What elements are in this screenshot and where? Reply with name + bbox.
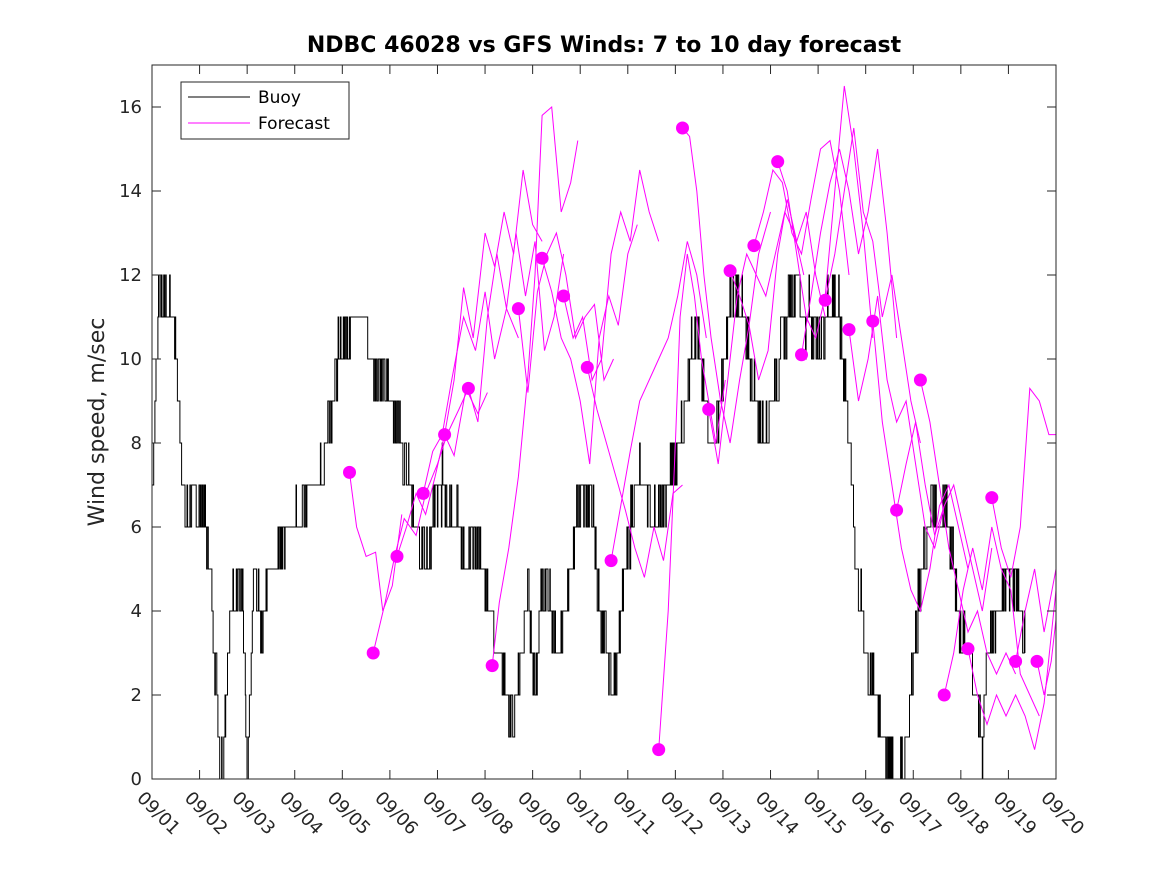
plot-area — [152, 65, 1056, 779]
forecast-series-line-14 — [682, 127, 771, 444]
forecast-marker-11 — [580, 360, 594, 374]
forecast-marker-25 — [937, 688, 951, 702]
forecast-series-line-19 — [801, 148, 898, 355]
y-axis: 0 2 4 6 8 10 12 14 16 — [119, 97, 1056, 790]
forecast-marker-12 — [604, 554, 618, 568]
forecast-series-line-2 — [372, 388, 469, 654]
forecast-markers — [343, 121, 1044, 757]
forecast-marker-20 — [818, 293, 832, 307]
forecast-series-line-15 — [708, 210, 805, 465]
forecast-marker-3 — [390, 549, 404, 563]
y-tick-label: 14 — [119, 181, 142, 202]
legend: Buoy Forecast — [180, 81, 350, 140]
forecast-series-line-8 — [517, 231, 614, 393]
forecast-marker-7 — [485, 659, 499, 673]
forecast-marker-16 — [723, 264, 737, 278]
forecast-marker-18 — [771, 155, 785, 169]
forecast-series-line-12 — [610, 241, 707, 561]
forecast-marker-2 — [366, 646, 380, 660]
forecast-marker-14 — [676, 121, 689, 135]
legend-forecast-label: Forecast — [258, 114, 330, 134]
forecast-series-line-23 — [896, 421, 993, 612]
y-axis-label: Wind speed, m/sec — [85, 318, 110, 527]
forecast-series-line-29 — [1036, 619, 1057, 696]
forecast-marker-29 — [1030, 654, 1044, 668]
forecast-series-line-27 — [991, 387, 1056, 578]
y-tick-label: 16 — [119, 97, 142, 118]
y-tick-label: 4 — [131, 601, 142, 622]
forecast-marker-27 — [985, 491, 999, 505]
plot-frame — [151, 64, 1057, 780]
y-tick-label: 2 — [131, 685, 142, 706]
forecast-marker-26 — [961, 642, 975, 656]
forecast-marker-28 — [1009, 654, 1023, 668]
forecast-marker-22 — [866, 314, 880, 328]
forecast-marker-9 — [535, 251, 549, 265]
series-layer — [152, 85, 1057, 780]
forecast-series-line-13 — [658, 253, 726, 750]
forecast-marker-15 — [702, 402, 716, 416]
forecast-series-line-6 — [467, 232, 565, 423]
forecast-series-line-16 — [729, 199, 826, 381]
buoy-series-line — [152, 274, 1026, 780]
forecast-marker-6 — [461, 381, 475, 395]
forecast-marker-5 — [438, 428, 452, 442]
forecast-series-line-7 — [491, 105, 579, 666]
forecast-series-line-17 — [753, 139, 850, 276]
forecast-marker-13 — [652, 743, 666, 757]
y-tick-label: 0 — [131, 769, 142, 790]
forecast-marker-24 — [913, 373, 927, 387]
y-tick-label: 10 — [119, 349, 142, 370]
forecast-series-line-11 — [586, 367, 683, 578]
forecast-marker-4 — [416, 486, 430, 500]
forecast-series-line-1 — [349, 472, 403, 612]
y-tick-label: 12 — [119, 265, 142, 286]
forecast-series-line-26 — [967, 589, 1057, 750]
forecast-marker-21 — [842, 323, 856, 337]
y-tick-label: 6 — [131, 517, 142, 538]
forecast-marker-8 — [511, 302, 525, 316]
forecast-series-line-22 — [872, 321, 969, 613]
forecast-marker-19 — [795, 348, 808, 362]
y-tick-label: 8 — [131, 433, 142, 454]
legend-buoy-label: Buoy — [258, 88, 301, 108]
legend-box — [180, 81, 350, 140]
forecast-series-line-10 — [563, 169, 660, 382]
forecast-marker-1 — [343, 465, 356, 479]
forecast-marker-10 — [557, 289, 571, 303]
forecast-series-line-9 — [541, 224, 638, 465]
forecast-series-line-20 — [824, 127, 921, 444]
forecast-series-line-4 — [422, 291, 519, 494]
forecast-marker-23 — [890, 503, 904, 517]
forecast-series-line-25 — [943, 526, 1040, 717]
forecast-marker-17 — [747, 239, 761, 253]
chart-title: NDBC 46028 vs GFS Winds: 7 to 10 day for… — [307, 33, 902, 58]
forecast-series-line-24 — [919, 379, 1017, 676]
forecast-series-line-21 — [848, 295, 945, 550]
